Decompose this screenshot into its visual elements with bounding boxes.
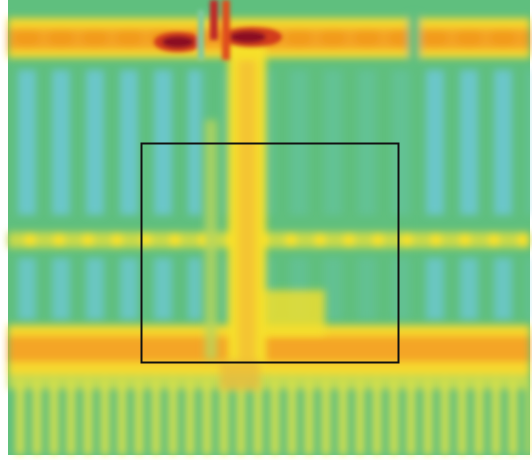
page: {} (0, 0, 532, 460)
heatmap-field (8, 0, 530, 460)
warm-bands (8, 0, 530, 460)
heatmap-image (0, 0, 532, 460)
